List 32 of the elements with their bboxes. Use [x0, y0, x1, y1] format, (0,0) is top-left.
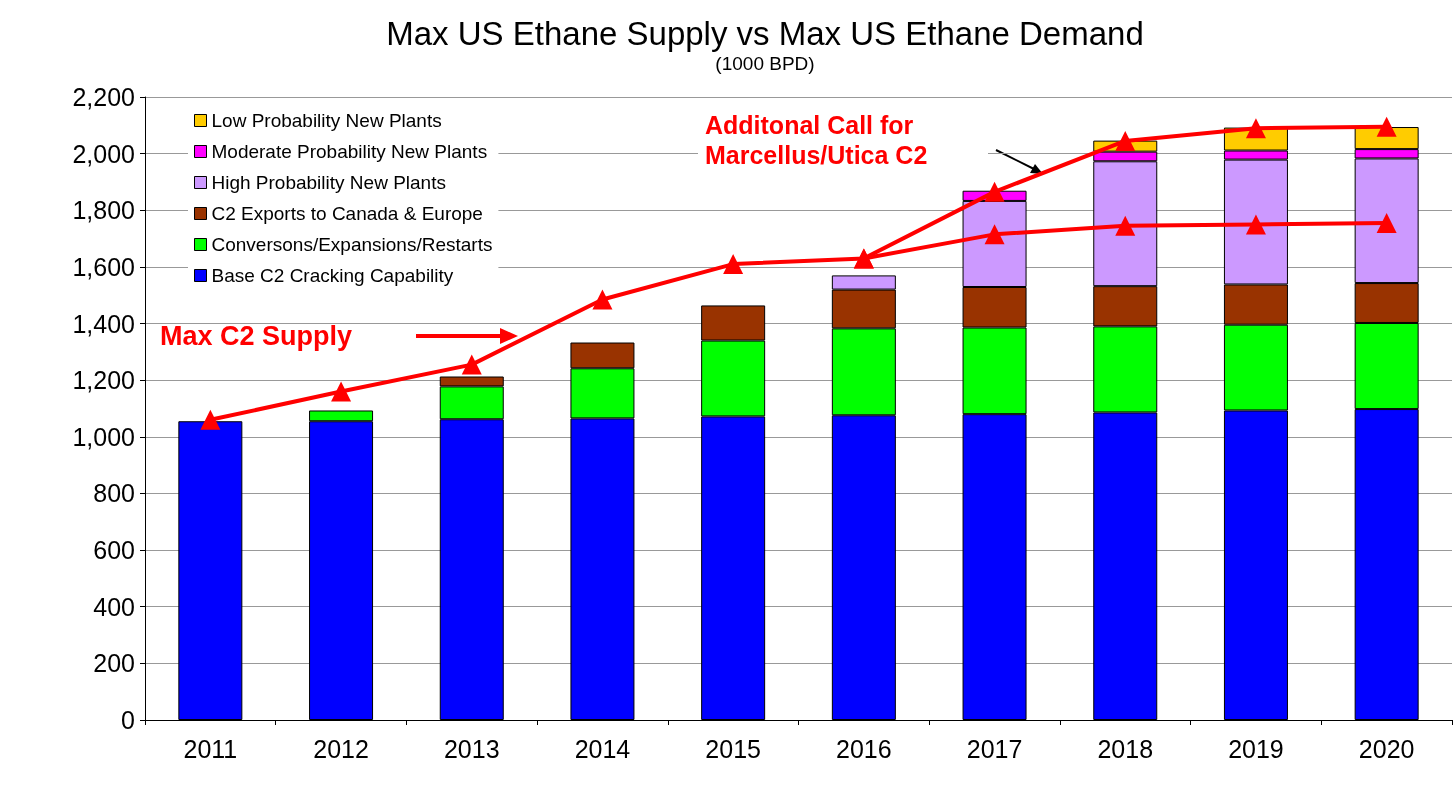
y-tick-label: 800 [93, 479, 135, 508]
x-tick-label: 2016 [836, 734, 892, 763]
x-tick-label: 2017 [966, 734, 1023, 763]
x-tick-label: 2012 [313, 734, 369, 763]
y-tick-label: 1,800 [72, 196, 135, 225]
series-label: Max C2 Supply [160, 320, 353, 351]
legend-label: Moderate Probability New Plants [211, 141, 488, 162]
y-tick-label: 200 [93, 649, 135, 678]
chart-title: Max US Ethane Supply vs Max US Ethane Demand [386, 15, 1144, 52]
y-tick-label: 1,200 [72, 366, 135, 395]
legend-label: High Probability New Plants [211, 172, 446, 193]
chart-subtitle: (1000 BPD) [715, 53, 815, 74]
x-tick-label: 2015 [705, 734, 761, 763]
legend-label: C2 Exports to Canada & Europe [211, 203, 483, 224]
legend-label: Low Probability New Plants [211, 110, 442, 131]
x-tick-label: 2014 [574, 734, 631, 763]
y-tick-label: 1,400 [72, 309, 135, 338]
x-tick-label: 2011 [183, 734, 238, 763]
y-tick-label: 2,200 [72, 83, 135, 111]
x-tick-label: 2020 [1358, 734, 1415, 763]
y-tick-label: 2,000 [72, 139, 135, 168]
y-tick-label: 400 [93, 592, 135, 621]
x-tick-label: 2018 [1097, 734, 1154, 763]
x-tick-label: 2019 [1228, 734, 1284, 763]
y-tick-label: 1,600 [72, 252, 135, 281]
y-tick-label: 600 [93, 536, 135, 565]
y-tick-label: 1,000 [72, 422, 135, 451]
x-tick-label: 2013 [443, 734, 500, 763]
legend-label: Base C2 Cracking Capability [211, 265, 454, 286]
text: Additonal Call for Marcellus/Utica C2 [705, 111, 928, 169]
legend-label: Conversons/Expansions/Restarts [211, 234, 493, 255]
y-tick-label: 0 [121, 706, 135, 734]
